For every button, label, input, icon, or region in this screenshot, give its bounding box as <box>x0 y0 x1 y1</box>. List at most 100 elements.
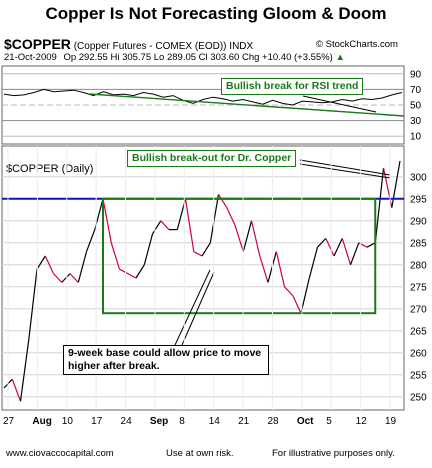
price-segment <box>44 255 55 274</box>
price-segment <box>110 242 121 270</box>
price-segment <box>349 242 360 266</box>
price-segment <box>19 339 30 402</box>
x-tick-label: Sep <box>150 416 168 427</box>
footer-note: For illustrative purposes only. <box>272 448 395 459</box>
quote-values: Op 292.55 Hi 305.75 Lo 289.05 Cl 303.60 … <box>63 52 333 63</box>
price-segment <box>201 242 211 257</box>
rsi-axis: 10 30 50 70 90 <box>410 69 422 142</box>
price-segment <box>209 194 220 243</box>
price-segment <box>333 238 343 257</box>
price-segment <box>341 238 352 265</box>
price-segment <box>102 198 112 243</box>
rsi-trendline <box>89 93 405 117</box>
breakout-annotation: Bullish break-out for Dr. Copper <box>127 150 297 167</box>
price-segment <box>127 273 137 279</box>
chart-header: $COPPER (Copper Futures - COMEX (EOD)) I… <box>4 36 253 52</box>
price-segment <box>28 269 38 340</box>
price-segment <box>275 251 286 287</box>
x-tick-label: 27 <box>3 416 15 427</box>
price-tick-label: 255 <box>410 370 427 381</box>
price-tick-label: 250 <box>410 392 427 403</box>
price-segment <box>292 295 302 314</box>
price-segment <box>85 229 96 252</box>
x-tick-label: 5 <box>326 416 332 427</box>
base-pointer-b <box>181 271 215 346</box>
price-segment <box>226 207 236 226</box>
price-segment <box>53 273 63 283</box>
price-segment <box>184 198 195 252</box>
price-tick-label: 275 <box>410 282 427 293</box>
price-segment <box>242 220 253 252</box>
rsi-line <box>3 88 403 106</box>
price-tick-label: 295 <box>410 194 427 205</box>
price-segment <box>217 194 228 208</box>
price-segment <box>366 242 376 248</box>
x-tick-label: Oct <box>297 416 314 427</box>
rsi-tick-label: 30 <box>410 116 422 127</box>
x-tick-label: 24 <box>121 416 133 427</box>
price-tick-label: 260 <box>410 348 427 359</box>
chart-title: Copper Is Not Forecasting Gloom & Doom <box>45 4 387 23</box>
price-segment <box>143 233 154 265</box>
rsi-annotation: Bullish break for RSI trend <box>221 78 364 95</box>
rsi-annotation-pointer <box>302 95 377 113</box>
price-segment <box>135 264 145 279</box>
price-tick-label: 265 <box>410 326 427 337</box>
price-segment <box>61 273 71 283</box>
x-tick-label: 12 <box>356 416 368 427</box>
rsi-tick-label: 10 <box>410 132 422 143</box>
rsi-tick-label: 50 <box>410 101 422 112</box>
quote-line: 21-Oct-2009 Op 292.55 Hi 305.75 Lo 289.0… <box>4 52 345 63</box>
exchange: INDX <box>229 41 254 52</box>
quote-date: 21-Oct-2009 <box>4 52 57 63</box>
x-tick-label: 28 <box>267 416 279 427</box>
footer-website: www.ciovaccocapital.com <box>6 448 114 459</box>
symbol: $COPPER <box>4 36 71 52</box>
price-segment <box>160 220 170 231</box>
price-segment <box>284 286 294 297</box>
x-tick-label: Aug <box>32 416 51 427</box>
price-axis: 250 255 260 265 270 275 280 285 290 295 300 <box>410 172 427 403</box>
symbol-description: (Copper Futures - COMEX (EOD)) <box>73 41 227 52</box>
rsi-tick-label: 90 <box>410 69 422 80</box>
price-tick-label: 270 <box>410 304 427 315</box>
price-segment <box>325 238 335 257</box>
price-segment <box>317 237 327 248</box>
x-tick-label: 8 <box>179 416 185 427</box>
x-tick-label: 21 <box>238 416 250 427</box>
price-line <box>3 160 401 402</box>
base-annotation: 9-week base could allow price to move hi… <box>63 345 269 375</box>
price-tick-label: 300 <box>410 172 427 183</box>
price-tick-label: 280 <box>410 260 427 271</box>
price-segment <box>300 277 310 314</box>
price-segment <box>119 268 129 275</box>
x-tick-label: 10 <box>62 416 74 427</box>
price-panel-label: $COPPER (Daily) <box>6 163 93 175</box>
footer-disclaimer: Use at own risk. <box>166 448 234 459</box>
price-segment <box>193 251 203 257</box>
x-tick-label: 17 <box>91 416 103 427</box>
price-segment <box>391 160 401 208</box>
price-segment <box>151 220 162 235</box>
price-segment <box>11 378 22 402</box>
price-segment <box>259 255 269 283</box>
x-tick-label: 19 <box>385 416 397 427</box>
rsi-tick-label: 70 <box>410 85 422 96</box>
price-segment <box>36 255 46 270</box>
price-segment <box>374 167 385 243</box>
x-tick-label: 14 <box>209 416 221 427</box>
price-segment <box>77 251 88 283</box>
price-segment <box>69 273 79 283</box>
breakout-pointer-b <box>299 163 391 179</box>
base-pointer-a <box>174 269 211 346</box>
price-segment <box>234 225 244 252</box>
base-rectangle <box>102 197 377 315</box>
breakout-pointer-a <box>299 159 391 176</box>
price-tick-label: 285 <box>410 238 427 249</box>
price-segment <box>250 220 261 257</box>
copyright: © StockCharts.com <box>316 39 398 50</box>
price-tick-label: 290 <box>410 216 427 227</box>
up-arrow-icon: ▲ <box>335 52 345 63</box>
price-segment <box>308 247 319 279</box>
